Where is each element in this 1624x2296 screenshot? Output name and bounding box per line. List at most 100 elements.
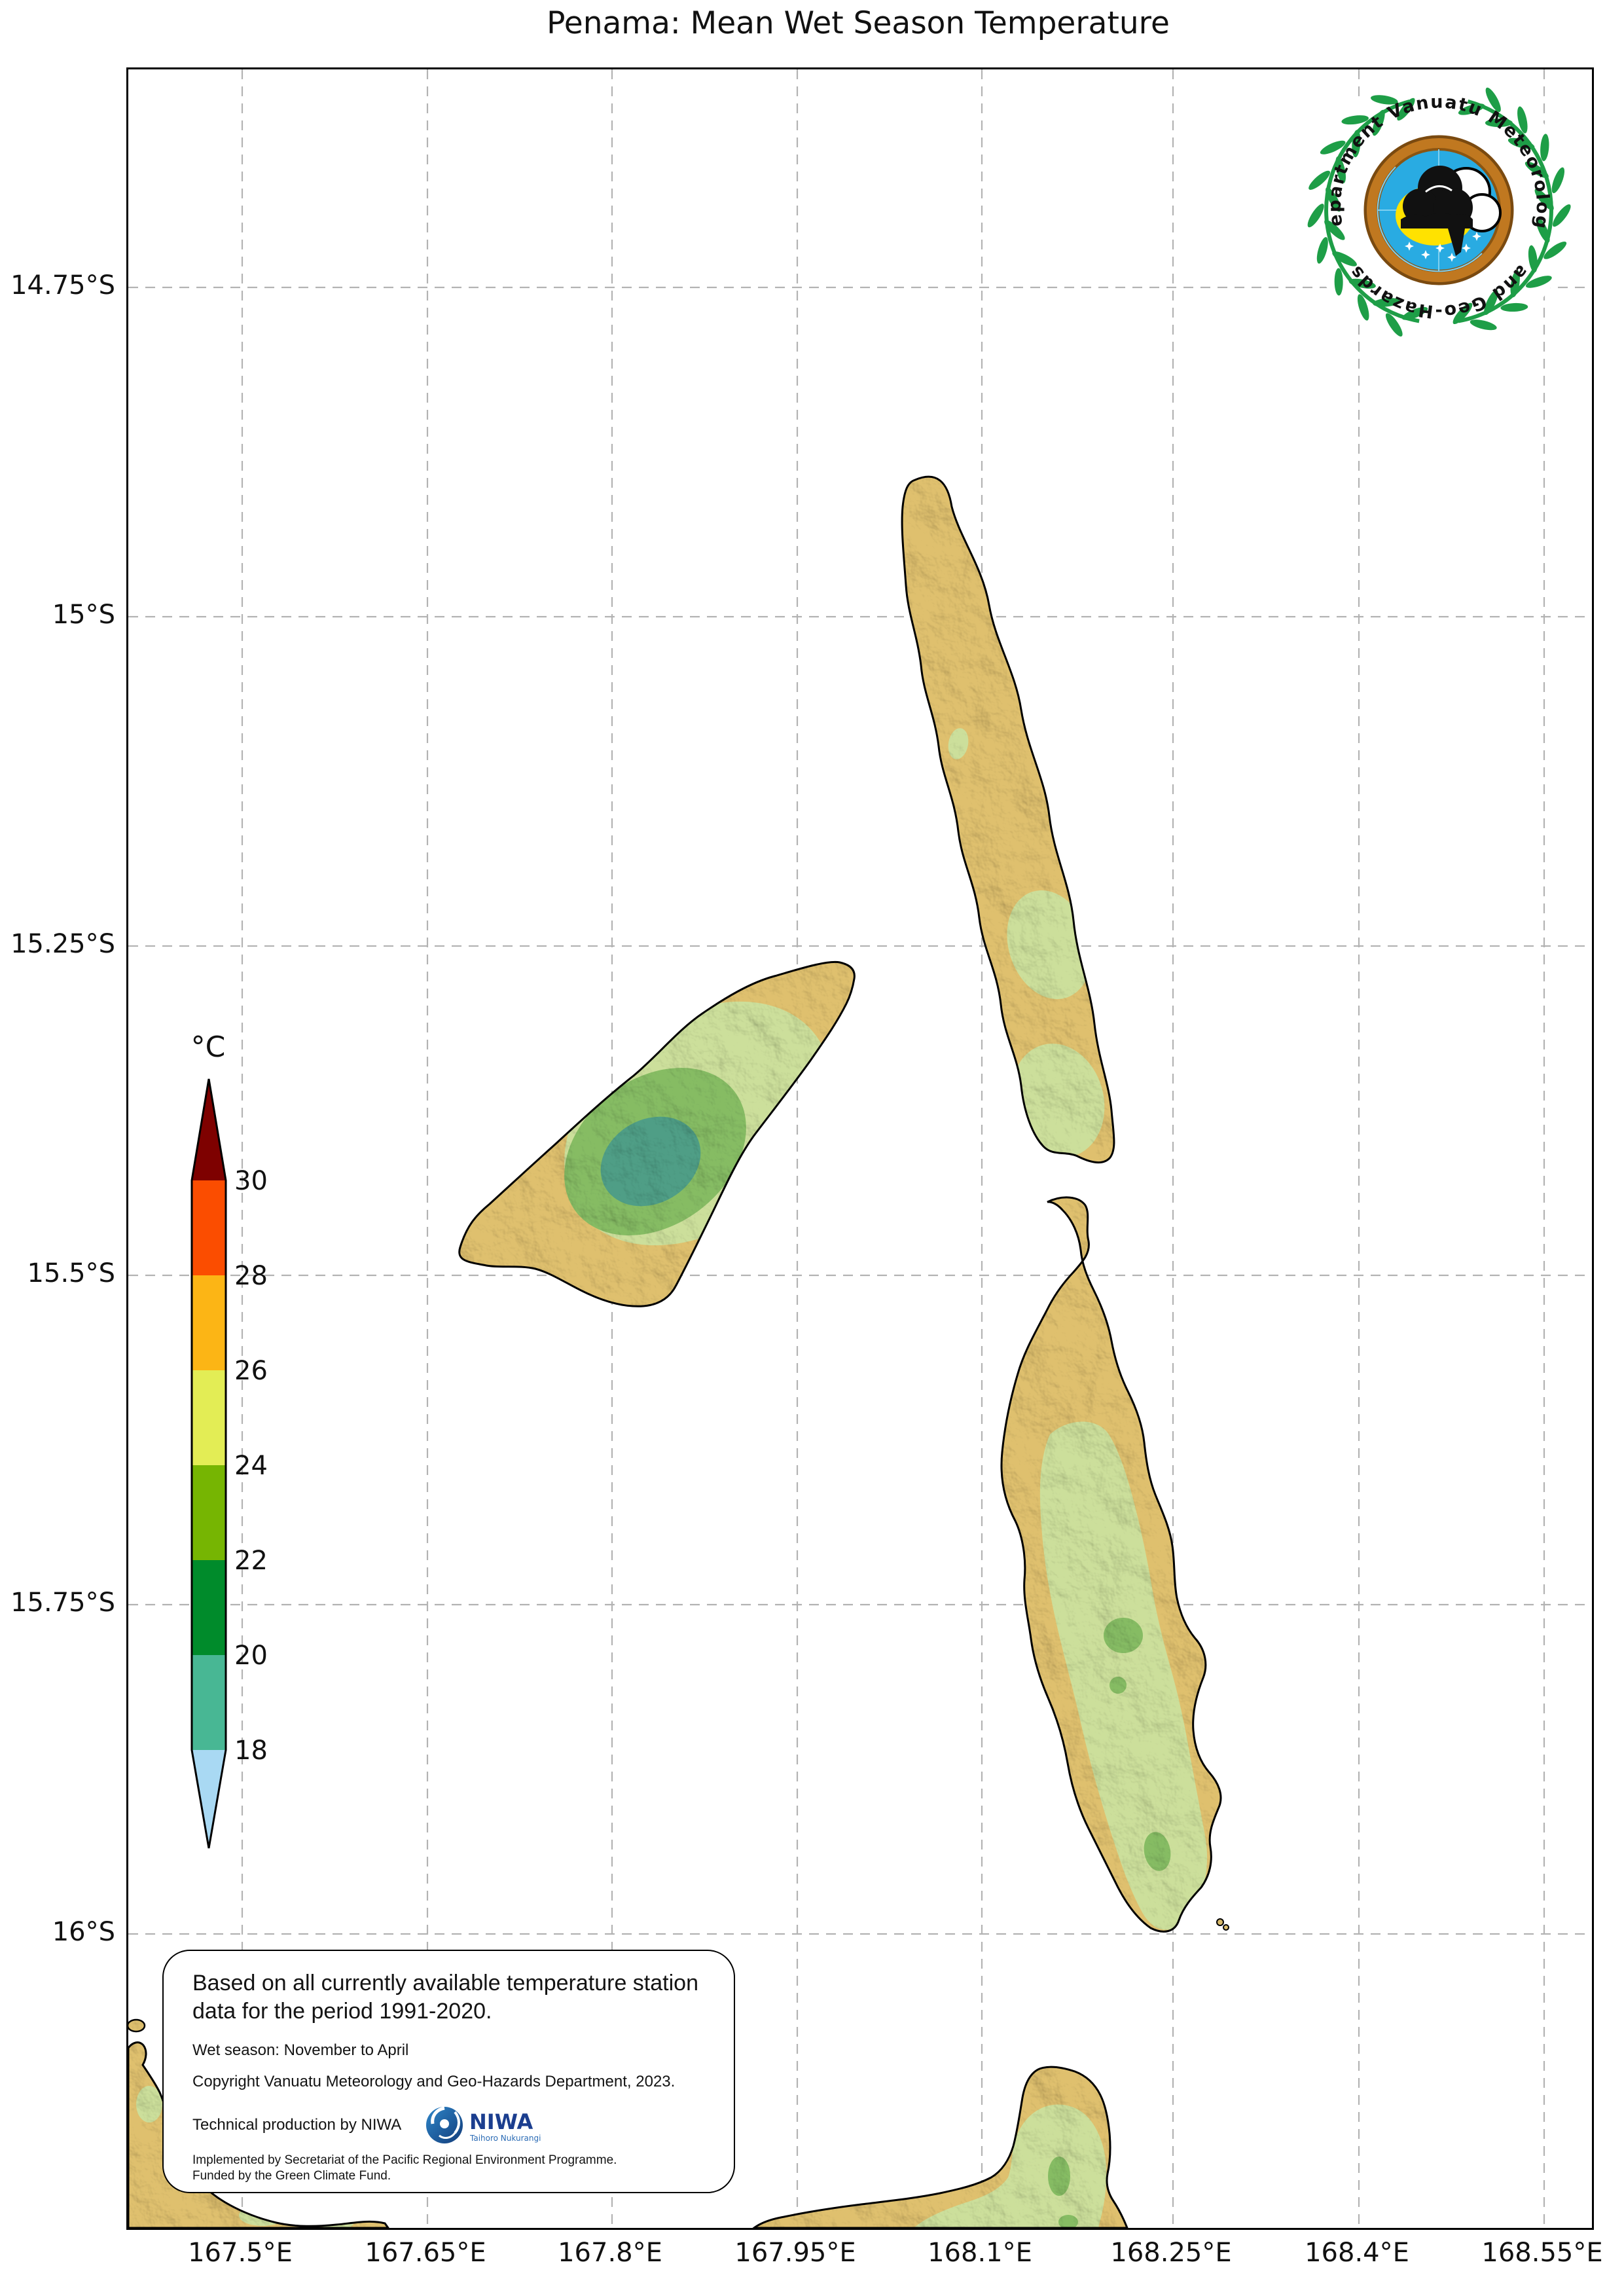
wreath-leaf: [1320, 140, 1346, 155]
map-plot-area: °C 30 28 26 24 22 20 18: [126, 67, 1594, 2230]
colorbar-tick: 24: [234, 1451, 268, 1481]
colorbar: °C 30 28 26 24 22 20 18: [190, 1030, 268, 1849]
temp-zone-24-26: [1011, 1044, 1105, 1157]
temp-zone-24-26: [1039, 1421, 1208, 1930]
wreath-leaf: [1525, 161, 1549, 179]
wreath-leaf: [1540, 134, 1549, 162]
wreath-leaf: [1484, 289, 1498, 316]
colorbar-segment: [192, 1655, 226, 1750]
colorbar-segment: [192, 1560, 226, 1655]
cloud-icon: [1401, 166, 1502, 256]
stars: [1405, 232, 1481, 262]
wreath-leaf: [1500, 302, 1528, 312]
temp-zone-22-24: [1104, 1618, 1143, 1653]
lat-tick-label: 15.5°S: [27, 1258, 115, 1288]
colorbar-tick: 22: [234, 1546, 268, 1576]
colorbar-tick: 30: [234, 1166, 268, 1196]
colorbar-tick: 20: [234, 1641, 268, 1671]
lon-tick-label: 168.25°E: [1110, 2238, 1232, 2268]
info-funded-line: Funded by the Green Climate Fund.: [192, 2169, 391, 2183]
temp-zone-22-24: [1110, 1677, 1127, 1694]
colorbar-title: °C: [191, 1030, 226, 1064]
island-maewo: [902, 477, 1114, 1163]
temp-zone-24-26: [948, 728, 969, 759]
wreath-leaf: [1357, 294, 1369, 321]
niwa-tagline: Taihoro Nukurangi: [469, 2134, 541, 2143]
wreath-leaf: [1507, 137, 1535, 149]
island-ambrym-north: [754, 2067, 1127, 2228]
niwa-wordmark: NIWA: [469, 2109, 533, 2134]
temp-zone-22-24: [1058, 2215, 1078, 2228]
colorbar-segment: [192, 1079, 226, 1180]
vmgd-logo: Department Vanuatu Meteorology and Geo-H…: [1303, 74, 1575, 346]
lat-tick-label: 15.25°S: [10, 929, 115, 959]
lat-tick-label: 15.75°S: [10, 1588, 115, 1618]
islet: [1217, 1919, 1223, 1925]
wreath-leaf: [1458, 103, 1485, 115]
wreath-leaf: [1324, 219, 1345, 240]
info-copyright: Copyright Vanuatu Meteorology and Geo-Ha…: [192, 2072, 676, 2090]
wreath-leaf: [1332, 251, 1357, 266]
info-wet-season: Wet season: November to April: [192, 2041, 409, 2059]
graticule: [128, 69, 1592, 2228]
islet: [1223, 1925, 1229, 1930]
wreath-leaf: [1551, 167, 1565, 194]
laurel-branch-right: [1453, 87, 1571, 331]
niwa-logo: NIWA Taihoro Nukurangi: [426, 2106, 541, 2143]
lon-tick-label: 168.55°E: [1481, 2238, 1603, 2268]
wreath-leaf: [1553, 204, 1571, 227]
info-implemented-line: Implemented by Secretariat of the Pacifi…: [192, 2153, 617, 2167]
islet: [128, 2020, 145, 2032]
lon-tick-label: 167.5°E: [188, 2238, 293, 2268]
info-implemented: Implemented by Secretariat of the Pacifi…: [192, 2153, 705, 2185]
island-pentecost: [1001, 1197, 1221, 1932]
temp-zone-22-24: [1048, 2157, 1070, 2196]
wreath-leaf: [1485, 87, 1501, 113]
colorbar-segment: [192, 1750, 226, 1848]
wreath-leaf: [1341, 115, 1369, 125]
colorbar-segment: [192, 1370, 226, 1465]
colorbar-segment: [192, 1180, 226, 1275]
wreath-leaf: [1385, 313, 1403, 337]
wreath-leaf: [1517, 106, 1528, 134]
info-production-row: Technical production by NIWA NIWA Taihor…: [192, 2104, 705, 2146]
colorbar-ticks: 30 28 26 24 22 20 18: [234, 1166, 268, 1766]
colorbar-tick: 28: [234, 1261, 268, 1291]
wreath-leaf: [1334, 268, 1343, 296]
lat-tick-label: 15°S: [52, 600, 115, 630]
wreath-leaf: [1534, 189, 1554, 211]
lat-tick-label: 14.75°S: [10, 270, 115, 301]
colorbar-tick: 18: [234, 1736, 268, 1766]
logo-ring: [1367, 138, 1511, 282]
wreath-leaf: [1370, 95, 1398, 105]
logo-ring-outer: [1363, 135, 1514, 285]
wreath-leaf: [1348, 278, 1376, 289]
wreath-leaf: [1326, 187, 1341, 212]
wreath-leaf: [1373, 298, 1401, 307]
colorbar-segment: [192, 1275, 226, 1370]
lat-tick-label: 16°S: [52, 1917, 115, 1947]
wreath-leaf: [1525, 276, 1552, 288]
wreath-leaf: [1372, 109, 1385, 136]
wreath-leaf: [1307, 204, 1324, 228]
wreath-leaf: [1397, 98, 1415, 121]
map-canvas: °C 30 28 26 24 22 20 18: [126, 69, 1592, 2229]
lon-tick-label: 168.4°E: [1305, 2238, 1409, 2268]
wreath-leaf: [1510, 270, 1520, 298]
lon-tick-label: 167.8°E: [558, 2238, 662, 2268]
temp-zone-24-26: [914, 2104, 1107, 2228]
wreath-leaf: [1316, 237, 1328, 264]
temp-zone-24-26: [136, 2086, 162, 2123]
island-ambae: [459, 962, 855, 1307]
info-box: Based on all currently available tempera…: [162, 1950, 735, 2193]
laurel-branch-left: [1307, 95, 1428, 337]
temp-zone-20-22: [600, 1116, 701, 1207]
wreath-leaf: [1453, 302, 1473, 325]
info-production: Technical production by NIWA: [192, 2115, 402, 2134]
lon-tick-label: 167.65°E: [365, 2238, 486, 2268]
wreath-leaf: [1401, 306, 1428, 320]
wreath-leaf: [1528, 245, 1538, 273]
temp-zone-22-24: [1144, 1832, 1171, 1871]
colorbar-outline: [190, 1078, 227, 1849]
